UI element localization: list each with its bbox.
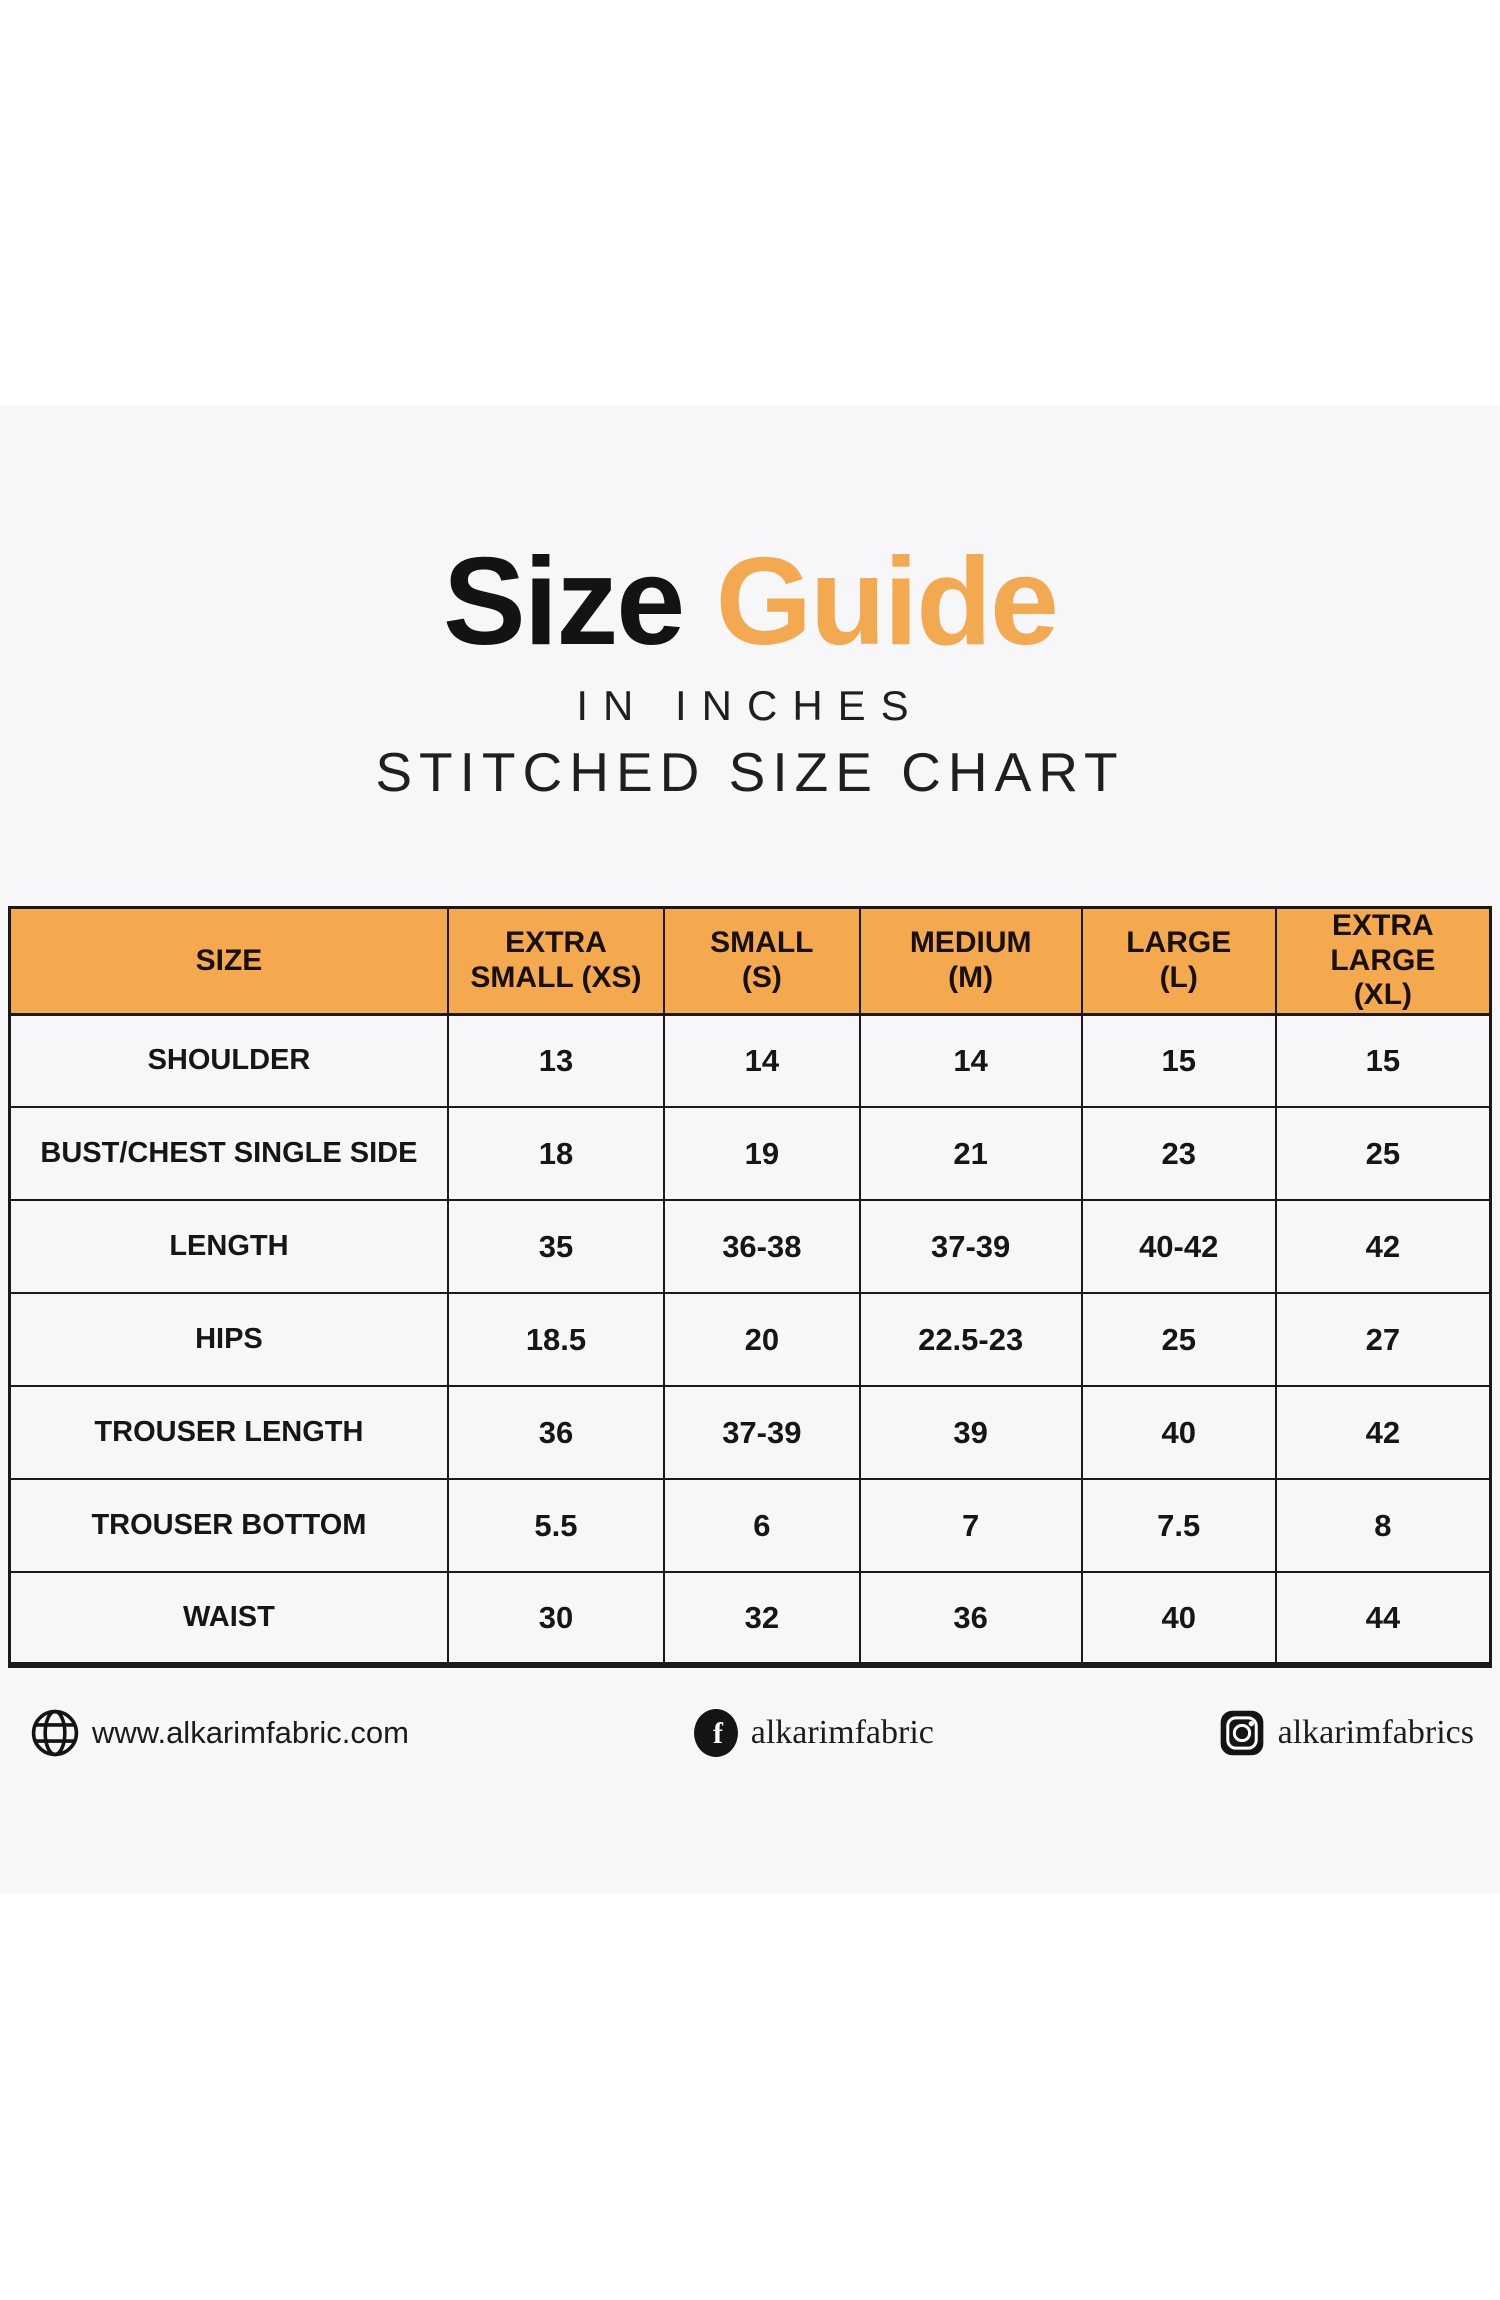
table-cell: 22.5-23 [858, 1292, 1083, 1387]
table-cell: 25 [1080, 1292, 1277, 1387]
row-label: WAIST [8, 1571, 449, 1666]
column-header: EXTRA LARGE (XL) [1274, 906, 1492, 1016]
svg-text:f: f [713, 1717, 724, 1750]
table-cell: 8 [1274, 1478, 1492, 1573]
table-cell: 40 [1080, 1385, 1277, 1480]
table-cell: 23 [1080, 1106, 1277, 1201]
subtitle-in-inches: IN INCHES [576, 682, 924, 729]
table-cell: 37-39 [858, 1199, 1083, 1294]
table-row: SHOULDER 13 14 14 15 15 [8, 1013, 1492, 1108]
subtitle-stitched-size-chart: STITCHED SIZE CHART [375, 741, 1125, 803]
row-label: LENGTH [8, 1199, 449, 1294]
table-cell: 14 [663, 1013, 861, 1108]
table-cell: 36-38 [663, 1199, 861, 1294]
facebook-handle: alkarimfabric [750, 1714, 934, 1751]
table-cell: 7.5 [1080, 1478, 1277, 1573]
column-header: SMALL (S) [663, 906, 861, 1016]
table-row: LENGTH 35 36-38 37-39 40-42 42 [8, 1199, 1492, 1294]
table-cell: 30 [446, 1571, 666, 1666]
title-block: Size Guide IN INCHES STITCHED SIZE CHART [0, 540, 1500, 804]
table-cell: 35 [446, 1199, 666, 1294]
table-cell: 21 [858, 1106, 1083, 1201]
column-header: LARGE (L) [1080, 906, 1277, 1016]
page-title-guide: Guide [715, 533, 1059, 671]
website-link[interactable]: www.alkarimfabric.com [30, 1708, 409, 1758]
table-cell: 18.5 [446, 1292, 666, 1387]
table-row: TROUSER LENGTH 36 37-39 39 40 42 [8, 1385, 1492, 1480]
table-row: HIPS 18.5 20 22.5-23 25 27 [8, 1292, 1492, 1387]
facebook-icon: f [693, 1708, 739, 1758]
table-cell: 37-39 [663, 1385, 861, 1480]
column-header: MEDIUM (M) [858, 906, 1083, 1016]
page-title: Size Guide [0, 540, 1500, 664]
table-cell: 44 [1274, 1571, 1492, 1666]
instagram-link[interactable]: alkarimfabrics [1218, 1708, 1474, 1758]
table-cell: 40-42 [1080, 1199, 1277, 1294]
row-label: TROUSER BOTTOM [8, 1478, 449, 1573]
table-cell: 15 [1080, 1013, 1277, 1108]
table-cell: 27 [1274, 1292, 1492, 1387]
table-cell: 13 [446, 1013, 666, 1108]
table-cell: 20 [663, 1292, 861, 1387]
page-title-size: Size [443, 533, 685, 671]
table-row: TROUSER BOTTOM 5.5 6 7 7.5 8 [8, 1478, 1492, 1573]
table-cell: 36 [446, 1385, 666, 1480]
size-table: SIZE EXTRA SMALL (XS) SMALL (S) MEDIUM (M) L… [8, 906, 1492, 1668]
size-table-body: SHOULDER 13 14 14 15 15 BUST/CHEST SINGLE SIDE… [8, 1013, 1492, 1666]
facebook-link[interactable]: f alkarimfabric [693, 1708, 934, 1758]
instagram-handle: alkarimfabrics [1277, 1714, 1474, 1751]
table-row: BUST/CHEST SINGLE SIDE 18 19 21 23 25 [8, 1106, 1492, 1201]
table-cell: 32 [663, 1571, 861, 1666]
row-label: HIPS [8, 1292, 449, 1387]
table-cell: 18 [446, 1106, 666, 1201]
size-table-header: SIZE EXTRA SMALL (XS) SMALL (S) MEDIUM (M) L… [8, 906, 1492, 1016]
instagram-icon [1218, 1708, 1266, 1758]
table-cell: 40 [1080, 1571, 1277, 1666]
row-label: SHOULDER [8, 1013, 449, 1108]
header-row: SIZE EXTRA SMALL (XS) SMALL (S) MEDIUM (M) L… [8, 906, 1492, 1016]
table-cell: 6 [663, 1478, 861, 1573]
row-label: BUST/CHEST SINGLE SIDE [8, 1106, 449, 1201]
table-cell: 42 [1274, 1385, 1492, 1480]
footer-contacts: www.alkarimfabric.com f alkarimfabric al… [0, 1708, 1500, 1758]
table-cell: 42 [1274, 1199, 1492, 1294]
table-cell: 39 [858, 1385, 1083, 1480]
table-row: WAIST 30 32 36 40 44 [8, 1571, 1492, 1666]
row-label: TROUSER LENGTH [8, 1385, 449, 1480]
table-cell: 5.5 [446, 1478, 666, 1573]
table-cell: 15 [1274, 1013, 1492, 1108]
column-header: EXTRA SMALL (XS) [446, 906, 666, 1016]
table-cell: 14 [858, 1013, 1083, 1108]
table-cell: 7 [858, 1478, 1083, 1573]
table-cell: 36 [858, 1571, 1083, 1666]
website-text: www.alkarimfabric.com [92, 1715, 409, 1750]
table-cell: 19 [663, 1106, 861, 1201]
column-header: SIZE [8, 906, 449, 1016]
globe-icon [30, 1708, 80, 1758]
table-cell: 25 [1274, 1106, 1492, 1201]
